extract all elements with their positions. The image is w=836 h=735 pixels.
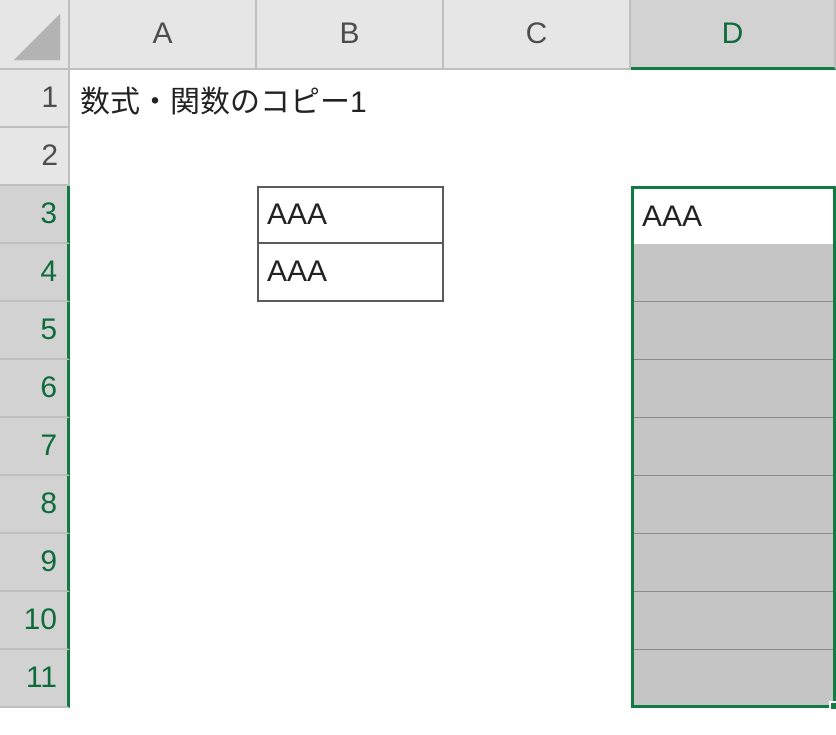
row-header-2[interactable]: 2 — [0, 128, 70, 186]
cell-D5[interactable] — [634, 302, 833, 360]
cell-text: AAA — [642, 200, 702, 234]
col-header-D[interactable]: D — [631, 0, 836, 70]
col-header-label: D — [722, 17, 744, 51]
row-header-label: 6 — [40, 371, 57, 405]
row-header-label: 10 — [24, 603, 57, 637]
cell-B4[interactable]: AAA — [257, 244, 444, 302]
cell-D4[interactable] — [634, 244, 833, 302]
row-header-11[interactable]: 11 — [0, 650, 70, 708]
row-header-6[interactable]: 6 — [0, 360, 70, 418]
cell-D10[interactable] — [634, 592, 833, 650]
row-header-label: 5 — [40, 313, 57, 347]
col-header-label: C — [526, 17, 548, 51]
fill-handle[interactable] — [829, 701, 836, 711]
select-all-corner[interactable] — [0, 0, 70, 70]
row-header-label: 1 — [41, 81, 58, 115]
cell-text: 数式・関数のコピー1 — [80, 77, 367, 121]
col-header-A[interactable]: A — [70, 0, 257, 70]
cell-text: AAA — [267, 198, 327, 232]
select-all-triangle-icon — [0, 0, 68, 68]
row-header-label: 9 — [40, 545, 57, 579]
cell-D8[interactable] — [634, 476, 833, 534]
row-header-7[interactable]: 7 — [0, 418, 70, 476]
col-header-label: A — [152, 17, 172, 51]
cell-D9[interactable] — [634, 534, 833, 592]
row-header-1[interactable]: 1 — [0, 70, 70, 128]
row-header-label: 4 — [40, 255, 57, 289]
row-header-label: 3 — [40, 197, 57, 231]
col-header-B[interactable]: B — [257, 0, 444, 70]
cell-text: AAA — [267, 255, 327, 289]
col-header-label: B — [339, 17, 359, 51]
row-header-label: 7 — [40, 429, 57, 463]
row-header-4[interactable]: 4 — [0, 244, 70, 302]
row-header-label: 11 — [26, 661, 57, 695]
cell-D11[interactable] — [634, 650, 833, 708]
spreadsheet-grid[interactable]: A B C D 1 2 3 4 5 6 7 8 9 10 11 数式・関数のコピ… — [0, 0, 836, 735]
row-header-5[interactable]: 5 — [0, 302, 70, 360]
row-header-label: 8 — [40, 487, 57, 521]
row-header-9[interactable]: 9 — [0, 534, 70, 592]
row-header-label: 2 — [41, 139, 58, 173]
cell-D6[interactable] — [634, 360, 833, 418]
row-header-8[interactable]: 8 — [0, 476, 70, 534]
row-header-10[interactable]: 10 — [0, 592, 70, 650]
col-header-C[interactable]: C — [444, 0, 631, 70]
row-header-3[interactable]: 3 — [0, 186, 70, 244]
cell-D7[interactable] — [634, 418, 833, 476]
cell-D3-active[interactable]: AAA — [634, 189, 833, 244]
cell-A1-title[interactable]: 数式・関数のコピー1 — [72, 70, 632, 128]
cell-B3[interactable]: AAA — [257, 186, 444, 244]
